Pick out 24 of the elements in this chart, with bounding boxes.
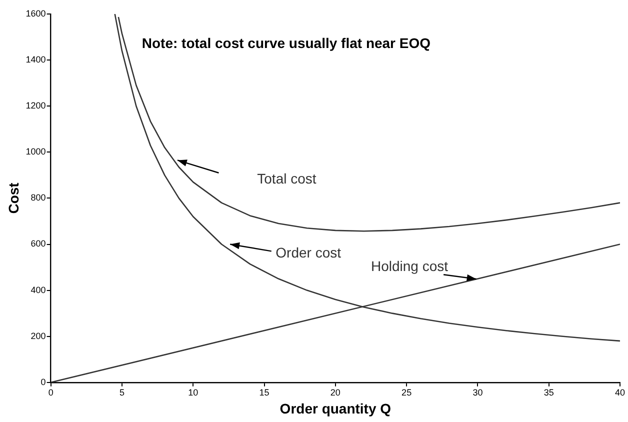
y-tick-label: 1200 bbox=[26, 100, 46, 111]
y-tick-label: 200 bbox=[30, 330, 46, 341]
y-tick-label: 0 bbox=[40, 376, 46, 387]
y-tick-label: 1600 bbox=[26, 8, 46, 18]
x-tick-label: 0 bbox=[48, 387, 54, 398]
text: Total cost bbox=[257, 170, 316, 187]
annotation: Note: total cost curve usually flat near EOQ bbox=[142, 34, 431, 51]
x-tick-label: 5 bbox=[119, 387, 124, 398]
y-tick-label: 1400 bbox=[26, 54, 46, 65]
x-tick-label: 25 bbox=[402, 387, 412, 398]
y-tick-label: 400 bbox=[30, 284, 46, 295]
y-axis-title: Cost bbox=[5, 182, 22, 214]
y-tick-label: 800 bbox=[30, 192, 46, 203]
x-tick-label: 30 bbox=[472, 387, 483, 398]
x-tick-label: 35 bbox=[544, 387, 554, 398]
x-tick-label: 40 bbox=[614, 387, 626, 398]
y-tick-label: 1000 bbox=[26, 146, 46, 157]
x-tick-label: 15 bbox=[259, 387, 270, 398]
x-axis-title: Order quantity Q bbox=[280, 400, 392, 416]
x-tick-label: 20 bbox=[330, 387, 340, 398]
series-label: Holding cost bbox=[370, 258, 448, 274]
y-tick-label: 600 bbox=[30, 238, 46, 249]
series-label: Order cost bbox=[276, 244, 342, 260]
x-tick-label: 10 bbox=[188, 387, 198, 398]
